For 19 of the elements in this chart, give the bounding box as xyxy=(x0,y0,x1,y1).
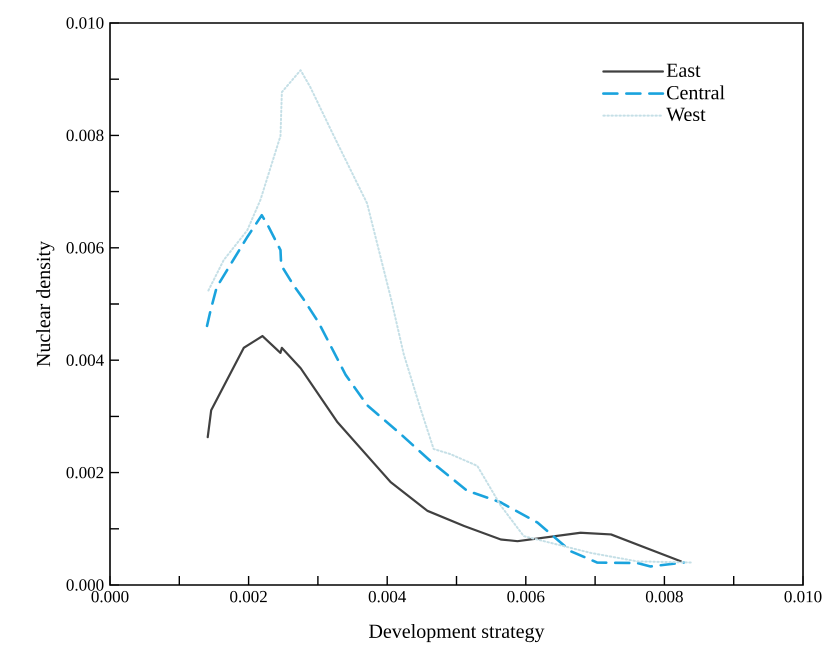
x-tick-label: 0.008 xyxy=(646,590,683,602)
y-tick-label: 0.002 xyxy=(66,466,104,478)
y-tick-label: 0.004 xyxy=(66,354,104,366)
x-axis-title: Development strategy xyxy=(369,624,544,642)
legend-label: Central xyxy=(667,85,725,100)
y-tick-label: 0.006 xyxy=(66,242,104,254)
x-tick-label: 0.006 xyxy=(507,590,544,602)
line-series xyxy=(206,334,682,562)
x-tick-label: 0.002 xyxy=(230,590,267,602)
y-tick-label: 0.008 xyxy=(66,130,104,142)
legend-label: West xyxy=(666,108,706,122)
y-axis-title: Nuclear density xyxy=(36,241,54,366)
line-series xyxy=(206,214,686,568)
y-tick-label: 0.010 xyxy=(66,17,104,29)
x-tick-label: 0.000 xyxy=(92,590,128,602)
x-tick-label: 0.004 xyxy=(368,590,406,602)
legend-label: East xyxy=(666,64,701,78)
y-tick-label: 0.000 xyxy=(66,579,104,591)
x-tick-label: 0.010 xyxy=(784,590,822,602)
